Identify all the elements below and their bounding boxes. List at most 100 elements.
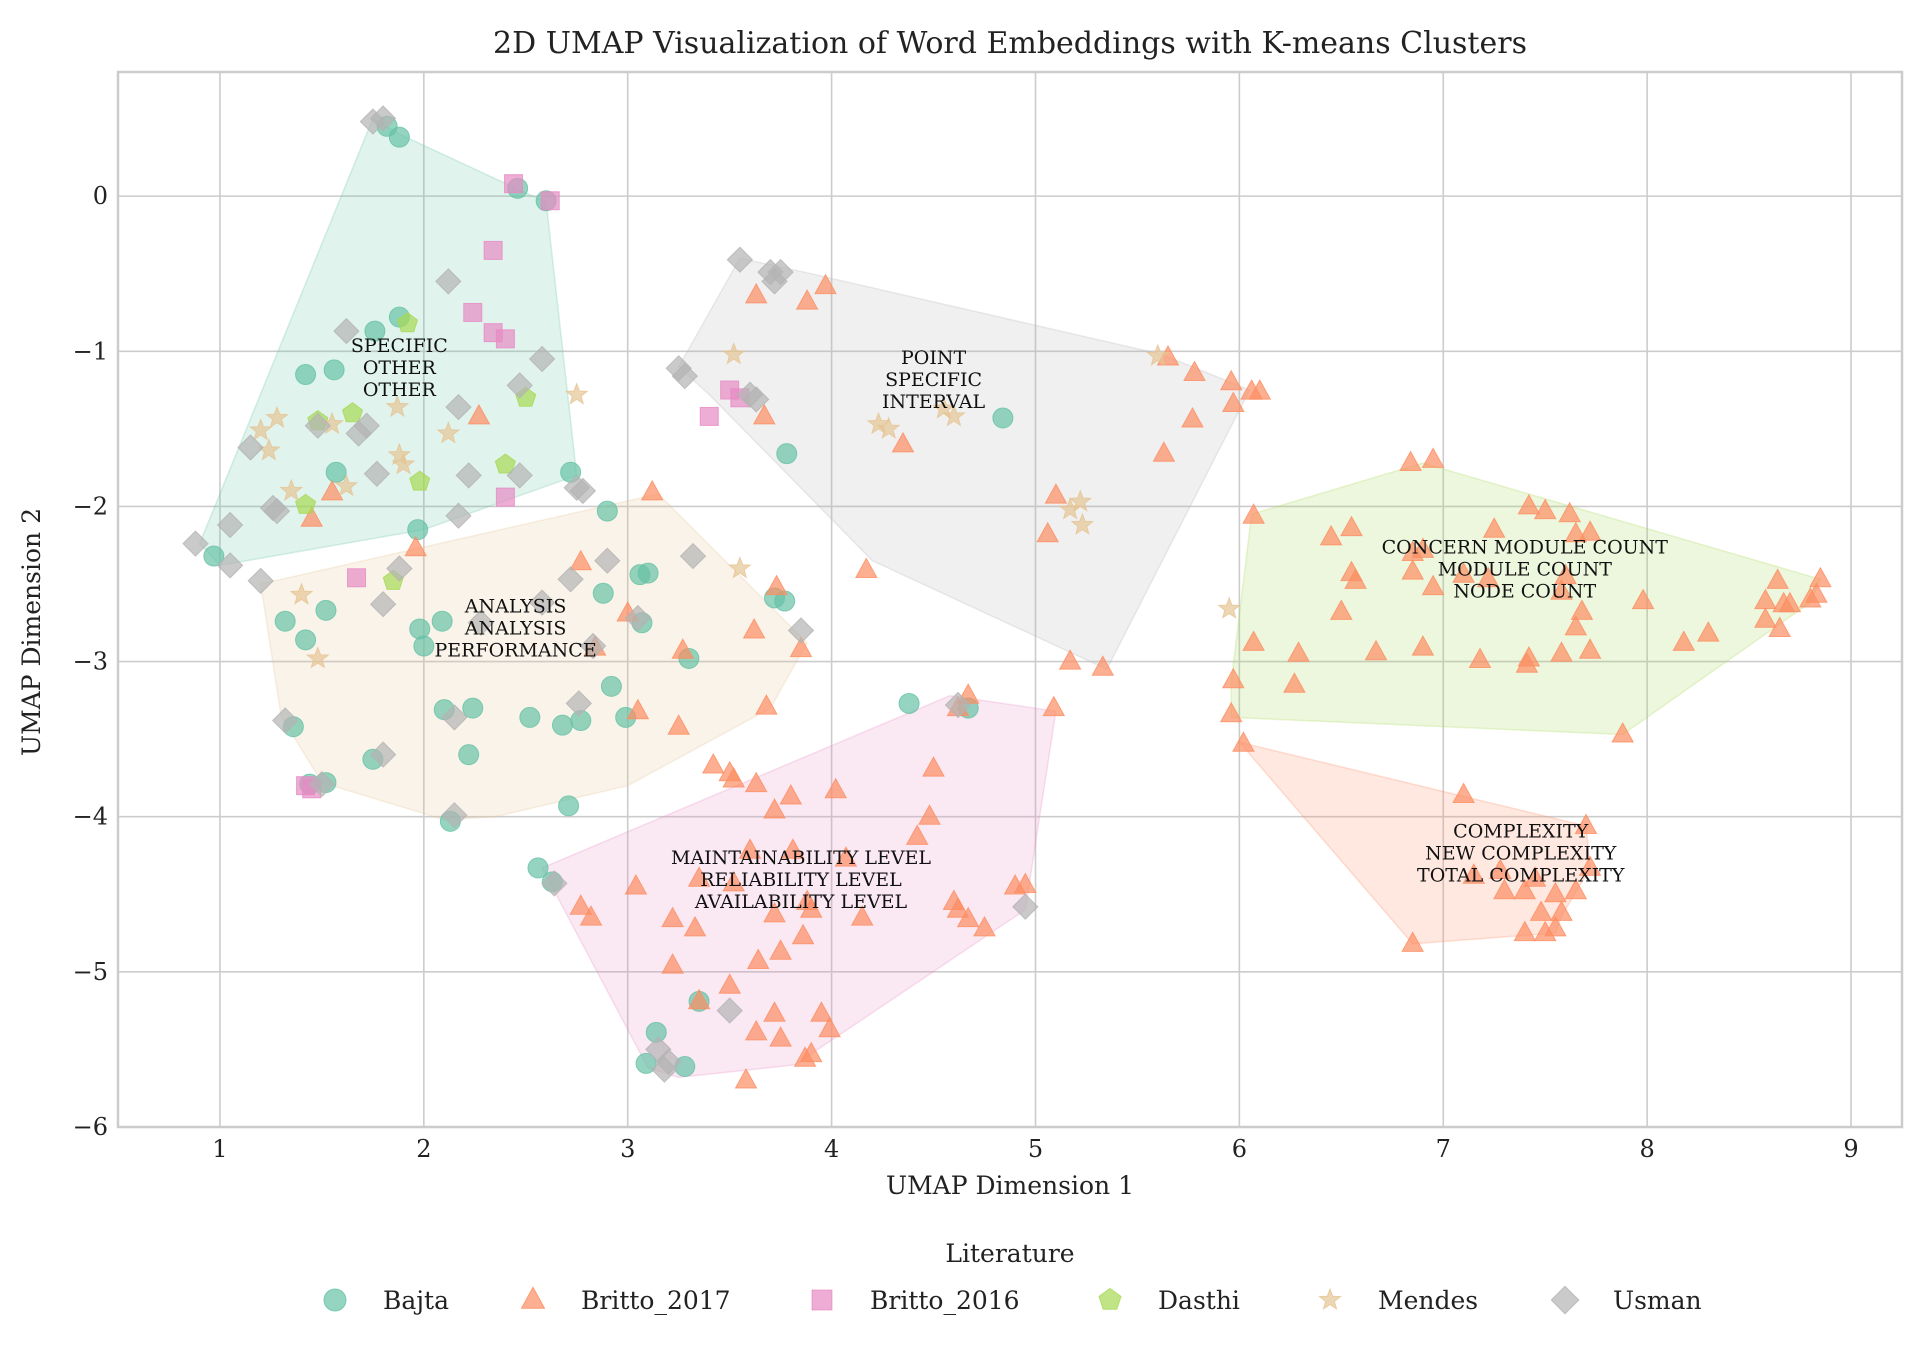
data-point xyxy=(973,915,996,937)
data-point xyxy=(716,997,743,1024)
cluster-label: OTHER xyxy=(363,357,437,379)
data-point xyxy=(467,609,495,637)
data-point xyxy=(722,870,746,892)
data-point xyxy=(1232,731,1255,752)
legend-label: Mendes xyxy=(1378,1286,1478,1315)
data-point xyxy=(308,770,336,798)
data-point xyxy=(1452,562,1475,583)
data-point xyxy=(1091,655,1115,676)
data-point xyxy=(1248,379,1272,400)
data-point xyxy=(992,407,1014,429)
data-point xyxy=(898,692,920,714)
legend-entry-bajta: Bajta xyxy=(323,1286,449,1315)
data-point xyxy=(755,694,778,715)
legend-label: Britto_2016 xyxy=(870,1286,1020,1315)
cluster-label: RELIABILITY LEVEL xyxy=(700,869,902,891)
data-point xyxy=(528,345,556,373)
data-point xyxy=(891,431,915,453)
data-point xyxy=(279,478,304,501)
data-point xyxy=(918,804,941,825)
data-point xyxy=(814,273,837,295)
data-point xyxy=(640,479,664,501)
data-point xyxy=(1611,721,1635,743)
data-point xyxy=(746,948,770,969)
data-point xyxy=(744,771,768,793)
data-point xyxy=(824,777,848,799)
data-point xyxy=(1340,515,1363,537)
data-point xyxy=(528,589,556,616)
data-point xyxy=(216,552,244,579)
data-point xyxy=(624,604,652,632)
data-point xyxy=(1482,517,1506,538)
data-point xyxy=(1488,858,1512,879)
data-point xyxy=(1544,881,1567,903)
data-point xyxy=(565,690,593,717)
data-point xyxy=(1493,878,1516,900)
legend-label: Dasthi xyxy=(1158,1286,1240,1315)
data-point xyxy=(1146,343,1170,366)
data-point xyxy=(726,246,754,273)
data-point xyxy=(295,629,317,651)
data-point xyxy=(1036,521,1060,543)
data-point xyxy=(667,714,691,735)
data-point xyxy=(769,1026,792,1047)
cluster-label: SPECIFIC xyxy=(885,369,982,391)
data-point xyxy=(922,756,945,777)
data-point xyxy=(787,617,815,644)
data-point xyxy=(1058,649,1082,670)
data-point xyxy=(1452,782,1475,803)
plot-frame xyxy=(116,70,1904,1129)
data-point xyxy=(1558,501,1582,523)
data-point xyxy=(956,906,980,928)
data-point xyxy=(763,1001,786,1022)
data-point xyxy=(506,372,533,399)
data-point xyxy=(182,530,209,557)
data-point xyxy=(504,174,524,194)
x-tick-label: 2 xyxy=(416,1135,431,1163)
data-point xyxy=(271,707,299,734)
data-point xyxy=(721,341,746,365)
data-point xyxy=(1152,441,1176,462)
data-point xyxy=(1068,489,1093,512)
data-point xyxy=(1696,621,1720,642)
data-point xyxy=(385,394,410,418)
x-tick-label: 3 xyxy=(620,1135,635,1163)
data-point xyxy=(295,364,317,386)
data-point xyxy=(635,1052,657,1074)
data-point xyxy=(1550,579,1573,600)
data-point xyxy=(671,362,699,390)
data-point xyxy=(850,905,874,926)
data-point xyxy=(1399,450,1422,471)
cluster-labels: SPECIFICOTHEROTHERANALYSISANALYSISPERFOR… xyxy=(351,335,1668,913)
data-point xyxy=(1319,524,1343,546)
legend-entry-dasthi: Dasthi xyxy=(1098,1286,1240,1315)
data-point xyxy=(495,487,515,507)
data-point xyxy=(1570,599,1594,620)
data-point xyxy=(738,838,762,859)
data-point xyxy=(467,403,491,425)
data-point xyxy=(594,547,621,574)
data-point xyxy=(1181,406,1204,428)
data-point xyxy=(1523,866,1547,887)
data-point xyxy=(1805,582,1828,603)
data-point xyxy=(1513,878,1537,900)
legend-label: Bajta xyxy=(383,1286,449,1315)
data-point xyxy=(776,443,798,465)
data-point xyxy=(679,542,707,570)
cluster-label: MODULE COUNT xyxy=(1438,558,1613,580)
data-point xyxy=(1544,915,1567,937)
cluster-label: ANALYSIS xyxy=(464,595,567,617)
data-point xyxy=(320,479,344,501)
data-point xyxy=(1221,667,1245,689)
data-point xyxy=(263,497,291,525)
data-point xyxy=(563,474,590,502)
data-point xyxy=(1013,872,1037,893)
data-point xyxy=(483,240,503,260)
data-point xyxy=(333,317,360,345)
data-point xyxy=(763,797,786,819)
data-point xyxy=(810,1001,833,1022)
data-point xyxy=(946,897,970,918)
data-point xyxy=(699,406,719,426)
data-point xyxy=(203,545,225,567)
